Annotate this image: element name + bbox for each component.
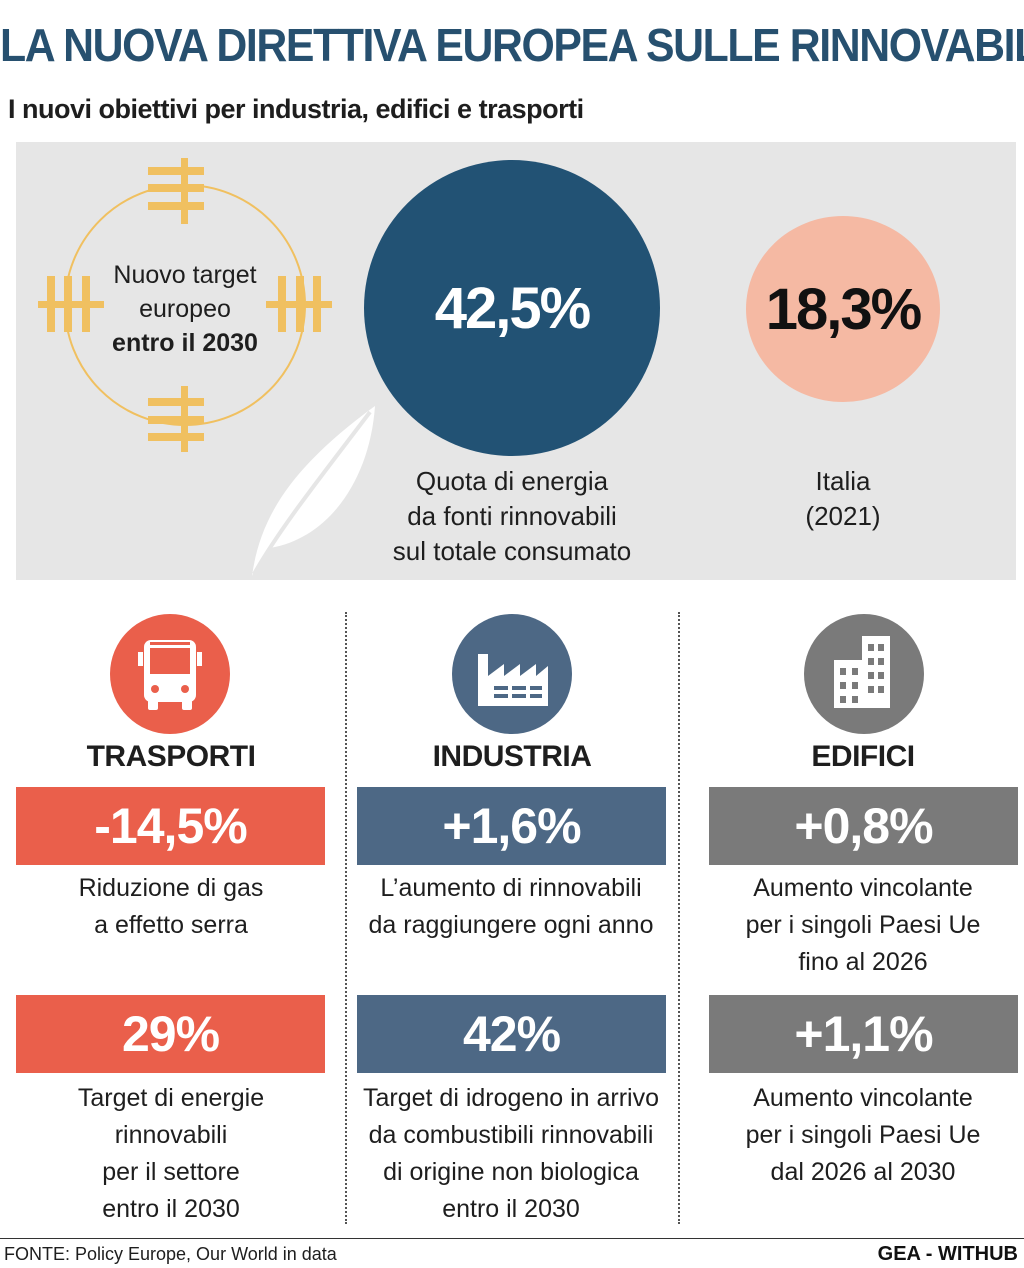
italy-share-caption: Italia (2021) [743,464,943,534]
italy-share-circle: 18,3% [746,216,940,402]
building-icon [804,614,924,734]
desc-line: rinnovabili [114,1121,228,1149]
sector-title-trasporti: TRASPORTI [86,740,256,773]
edifici-desc-1: Aumento vincolante per i singoli Paesi U… [708,870,1018,981]
eu-stars-ring-icon [38,158,332,452]
desc-line: Target di energie [77,1084,265,1112]
italy-caption-line-2: (2021) [805,501,881,531]
desc-line: dal 2026 al 2030 [770,1158,956,1186]
desc-line: da raggiungere ogni anno [368,911,654,939]
footer-rule [0,1238,1024,1239]
industria-value-bar: +1,6% [357,787,666,865]
industria-target-bar: 42% [357,995,666,1073]
italy-caption-line-1: Italia [815,466,871,496]
desc-line: di origine non biologica [383,1158,639,1186]
eu-target-line-3: entro il 2030 [112,329,258,357]
eu-share-circle: 42,5% [364,160,660,456]
factory-icon [452,614,572,734]
sector-title-industria: INDUSTRIA [432,740,592,773]
italy-share-value: 18,3% [765,276,922,342]
eu-target-line-2: europeo [139,295,231,323]
page-title: LA NUOVA DIRETTIVA EUROPEA SULLE RINNOVA… [0,19,1024,71]
bus-icon [110,614,230,734]
desc-line: da combustibili rinnovabili [368,1121,654,1149]
desc-line: Target di idrogeno in arrivo [363,1084,659,1112]
column-divider [678,612,680,1224]
desc-line: entro il 2030 [442,1195,580,1223]
desc-line: per i singoli Paesi Ue [745,911,981,939]
eu-target-label: Nuovo target europeo entro il 2030 [85,258,285,360]
eu-share-caption: Quota di energia da fonti rinnovabili su… [362,464,662,569]
desc-line: L’aumento di rinnovabili [380,874,642,902]
desc-line: Aumento vincolante [753,1084,973,1112]
edifici-target-bar: +1,1% [709,995,1018,1073]
desc-line: Riduzione di gas [78,874,264,902]
edifici-value-bar: +0,8% [709,787,1018,865]
desc-line: Aumento vincolante [753,874,973,902]
source-note: FONTE: Policy Europe, Our World in data [4,1244,337,1264]
desc-line: entro il 2030 [102,1195,240,1223]
industria-desc-2: Target di idrogeno in arrivo da combusti… [356,1080,666,1228]
trasporti-value-bar: -14,5% [16,787,325,865]
trasporti-desc-1: Riduzione di gas a effetto serra [16,870,326,944]
brand-credit: GEA - WITHUB [877,1243,1018,1265]
sector-title-edifici: EDIFICI [811,740,915,773]
trasporti-target-bar: 29% [16,995,325,1073]
page-subtitle: I nuovi obiettivi per industria, edifici… [8,94,584,124]
eu-share-value: 42,5% [434,275,591,341]
desc-line: per i singoli Paesi Ue [745,1121,981,1149]
column-divider [345,612,347,1224]
desc-line: fino al 2026 [798,948,928,976]
desc-line: a effetto serra [94,911,248,939]
eu-caption-line-3: sul totale consumato [392,536,632,566]
industria-desc-1: L’aumento di rinnovabili da raggiungere … [356,870,666,944]
desc-line: per il settore [102,1158,240,1186]
eu-caption-line-2: da fonti rinnovabili [407,501,617,531]
eu-target-line-1: Nuovo target [113,261,257,289]
eu-caption-line-1: Quota di energia [415,466,609,496]
leaf-icon [252,406,375,576]
trasporti-desc-2: Target di energie rinnovabili per il set… [16,1080,326,1228]
edifici-desc-2: Aumento vincolante per i singoli Paesi U… [708,1080,1018,1191]
